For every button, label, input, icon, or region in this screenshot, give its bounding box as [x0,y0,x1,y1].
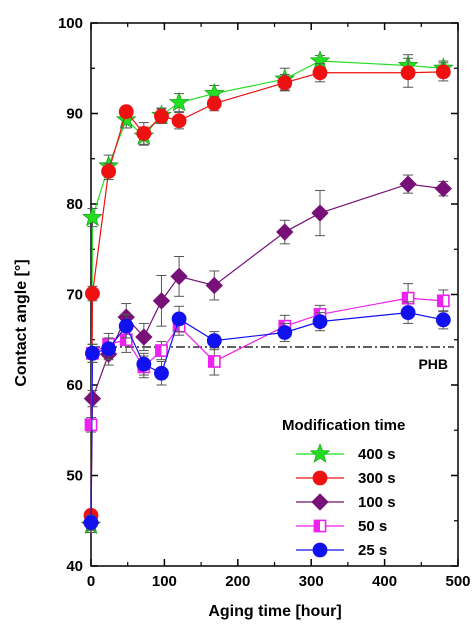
data-point-fill [85,419,91,431]
data-point [207,355,221,368]
data-point [170,267,188,286]
x-axis-title: Aging time [hour] [208,603,341,620]
data-point [312,65,328,81]
data-point-fill [208,355,215,368]
legend-marker [313,519,327,533]
series-layer [80,50,454,535]
data-point-fill [402,292,409,304]
data-point [83,515,99,530]
x-tick-label: 400 [372,573,397,590]
legend-marker [311,493,329,511]
data-point [171,113,187,129]
y-tick-label: 100 [58,15,83,32]
y-tick-label: 70 [66,287,83,304]
data-point [82,206,103,227]
data-point [276,223,294,241]
y-tick-label: 80 [66,196,83,213]
series-100s [82,174,452,532]
data-point [400,65,416,81]
data-point-fill [314,308,321,320]
legend-entry: 300 s [358,470,396,487]
phb-label: PHB [418,356,448,372]
legend: Modification time 400 s 300 s 100 s 50 s 25 s [282,417,405,559]
series-25s [83,301,451,531]
data-point [118,104,134,120]
data-point [400,305,416,321]
data-point [135,328,153,346]
data-point-fill [120,334,127,346]
data-point [277,75,293,91]
data-point [136,125,152,141]
data-point [434,179,452,198]
y-axis-title: Contact angle [°] [13,259,30,386]
legend-marker [312,470,328,486]
legend-entry: 50 s [358,518,387,535]
x-tick-label: 300 [299,573,324,590]
data-point [171,311,187,327]
data-point-fill [155,345,162,357]
y-tick-label: 90 [66,106,83,123]
axes-layer: 0 100 200 300 400 500 40 50 60 70 80 90 100 [58,15,471,590]
legend-marker [312,542,328,558]
data-point-fill [437,295,444,307]
series-line [90,71,444,516]
series-300s [83,57,451,523]
y-tick-label: 40 [66,558,83,575]
data-point [277,325,293,340]
legend-entry: 100 s [358,494,396,511]
legend-marker-fill [314,520,320,532]
x-tick-label: 200 [225,573,250,590]
data-point [101,341,117,357]
data-point [152,292,171,310]
data-point [436,294,450,308]
data-point [311,204,329,222]
data-point [84,418,98,432]
series-50s [84,283,450,433]
legend-entry: 25 s [358,542,387,559]
reference-layer: PHB [91,346,454,372]
series-line [90,183,444,523]
data-point [205,276,223,295]
data-point [85,345,100,361]
legend-title: Modification time [282,417,405,434]
data-point [118,318,134,334]
data-point [435,312,451,328]
data-point [85,286,100,302]
data-point [312,314,328,330]
data-point [399,175,417,193]
series-400s [80,50,454,535]
data-point [154,108,169,124]
y-tick-label: 50 [66,468,83,485]
y-tick-label: 60 [66,377,83,394]
data-point [101,163,117,179]
data-point [435,64,451,80]
data-point [206,96,222,111]
legend-marker [309,443,331,463]
x-tick-label: 0 [87,573,95,590]
data-point [154,365,169,381]
legend-entry: 400 s [358,446,396,463]
data-point [155,344,168,357]
x-tick-label: 500 [445,573,470,590]
x-tick-label: 100 [152,573,177,590]
data-point [168,91,190,112]
data-point [136,356,152,372]
data-point [206,333,222,349]
